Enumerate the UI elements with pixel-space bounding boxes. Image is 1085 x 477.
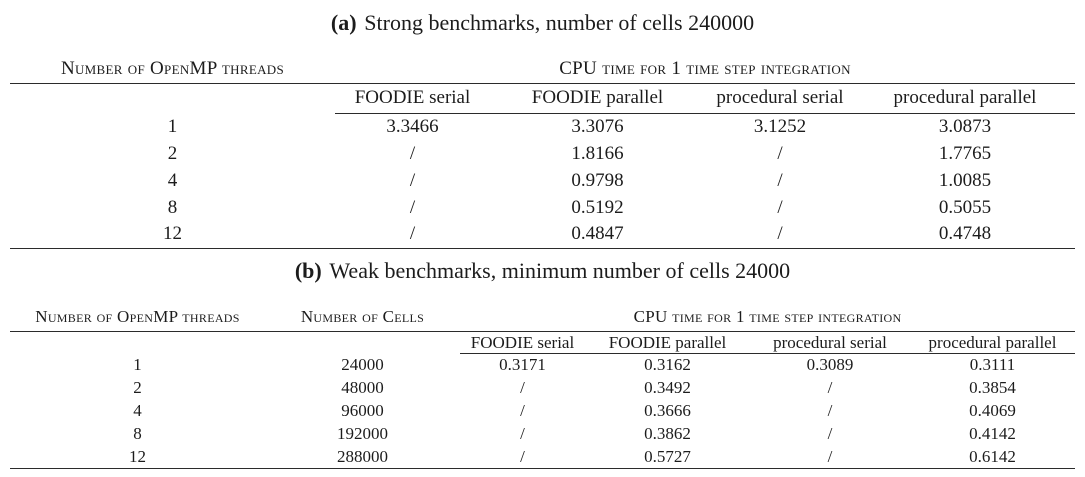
table-cell: 0.4069 [969, 401, 1016, 420]
table-cell: 8 [167, 196, 178, 218]
table-cell: 12 [10, 445, 265, 469]
table-cell: / [827, 424, 833, 443]
table-a-caption-label: (a) [330, 10, 357, 35]
table-b-subheader-spacer [265, 332, 460, 354]
table-cell: 0.3854 [969, 378, 1016, 397]
table-cell: 3.1252 [753, 115, 807, 137]
table-b-cpu-time-header: CPU time for 1 time step integration [460, 303, 1075, 332]
table-cell: 12 [9, 221, 335, 249]
table-cell: 0.9798 [571, 169, 624, 191]
table-cell: 3.0873 [938, 115, 992, 137]
table-cell: / [520, 378, 525, 397]
table-cell: 1 [133, 355, 142, 374]
table-cell: 0.3862 [644, 424, 691, 443]
table-cell: 1.0085 [938, 169, 992, 191]
table-b-cells-header: Number of Cells [265, 303, 460, 332]
table-cell: / [460, 445, 585, 469]
table-cell: / [334, 221, 490, 249]
table-a-threads-header: Number of OpenMP threads [9, 55, 335, 84]
table-cell: 1.7765 [938, 142, 992, 164]
table-a-caption: (a) Strong benchmarks, number of cells 24… [0, 0, 1085, 55]
table-cell: 288000 [265, 445, 460, 469]
table-cell: 0.5192 [571, 196, 624, 218]
table-row: 2 48000 / 0.3492 / 0.3854 [10, 377, 1075, 400]
table-cell: 24000 [341, 355, 384, 374]
table-cell: / [704, 221, 855, 249]
table-cell: 0.6142 [910, 445, 1075, 469]
table-cell: / [777, 169, 783, 191]
table-b-subheader-row: FOODIE serial FOODIE parallel procedural… [10, 331, 1075, 354]
table-cell: / [777, 142, 783, 164]
table-cell: 3.3466 [386, 115, 439, 137]
table-cell: 1.8166 [571, 142, 624, 164]
strong-benchmarks-table: Number of OpenMP threads CPU time for 1 … [9, 55, 1076, 249]
table-b-subheader-procedural-serial: procedural serial [750, 331, 910, 354]
table-cell: / [520, 401, 525, 420]
table-a-subheader-spacer [10, 83, 335, 113]
table-cell: / [520, 424, 525, 443]
table-a-subheader-foodie-parallel: FOODIE parallel [489, 83, 705, 114]
table-row: 2 / 1.8166 / 1.7765 [10, 140, 1075, 167]
table-cell: 48000 [341, 378, 384, 397]
table-b-threads-header: Number of OpenMP threads [10, 303, 265, 332]
table-row: 4 96000 / 0.3666 / 0.4069 [10, 400, 1075, 423]
table-a-header-row: Number of OpenMP threads CPU time for 1 … [9, 55, 1076, 84]
table-cell: 0.3162 [644, 355, 691, 375]
table-b-caption-label: (b) [294, 257, 322, 283]
table-cell: / [409, 196, 416, 218]
table-row: 4 / 0.9798 / 1.0085 [10, 167, 1075, 194]
table-cell: 3.3076 [571, 115, 624, 137]
table-cell: 8 [133, 424, 142, 443]
table-cell: / [777, 196, 783, 218]
table-cell: 2 [133, 378, 142, 397]
table-b-subheader-spacer [10, 332, 265, 354]
table-b-header-row: Number of OpenMP threads Number of Cells… [10, 303, 1075, 332]
table-a-subheader-procedural-parallel: procedural parallel [854, 83, 1076, 114]
table-row: 8 192000 / 0.3862 / 0.4142 [10, 423, 1075, 446]
table-cell: 1 [167, 115, 178, 137]
table-row: 1 3.3466 3.3076 3.1252 3.0873 [10, 113, 1075, 140]
table-cell: / [409, 169, 416, 191]
table-b-subheader-foodie-parallel: FOODIE parallel [585, 331, 750, 354]
table-cell: 4 [133, 401, 142, 420]
weak-benchmarks-table: Number of OpenMP threads Number of Cells… [10, 303, 1075, 469]
table-b-subheader-procedural-parallel: procedural parallel [910, 331, 1075, 354]
table-cell: 96000 [341, 401, 384, 420]
table-b-caption: (b) Weak benchmarks, minimum number of ce… [0, 249, 1085, 304]
table-cell: / [827, 378, 833, 397]
table-cell: 2 [167, 142, 178, 164]
table-cell: 0.3666 [644, 401, 691, 420]
table-cell: / [409, 142, 416, 164]
table-row: 8 / 0.5192 / 0.5055 [10, 194, 1075, 221]
table-cell: 0.3089 [806, 355, 854, 375]
table-a-subheader-procedural-serial: procedural serial [704, 83, 855, 114]
table-cell: 4 [167, 169, 178, 191]
table-a-subheader-foodie-serial: FOODIE serial [334, 83, 490, 114]
table-b-subheader-foodie-serial: FOODIE serial [460, 331, 585, 354]
table-cell: 0.5727 [585, 445, 750, 469]
table-row: 12 288000 / 0.5727 / 0.6142 [10, 445, 1075, 469]
table-b-caption-text: Weak benchmarks, minimum number of cells… [329, 257, 791, 283]
table-cell: 0.3111 [969, 355, 1016, 375]
table-cell: 0.4142 [969, 424, 1016, 443]
table-cell: 0.3171 [499, 355, 546, 375]
table-a-subheader-row: FOODIE serial FOODIE parallel procedural… [10, 83, 1076, 114]
table-row: 1 24000 0.3171 0.3162 0.3089 0.3111 [10, 354, 1075, 377]
table-cell: 0.4748 [854, 221, 1076, 249]
table-a-cpu-time-header: CPU time for 1 time step integration [334, 55, 1076, 84]
table-a-caption-text: Strong benchmarks, number of cells 24000… [364, 10, 755, 35]
table-cell: / [750, 445, 910, 469]
table-cell: 192000 [337, 424, 388, 443]
table-cell: 0.4847 [489, 221, 705, 249]
table-cell: / [827, 401, 833, 420]
table-cell: 0.3492 [644, 378, 691, 397]
table-cell: 0.5055 [938, 196, 992, 218]
table-row: 12 / 0.4847 / 0.4748 [9, 221, 1076, 249]
